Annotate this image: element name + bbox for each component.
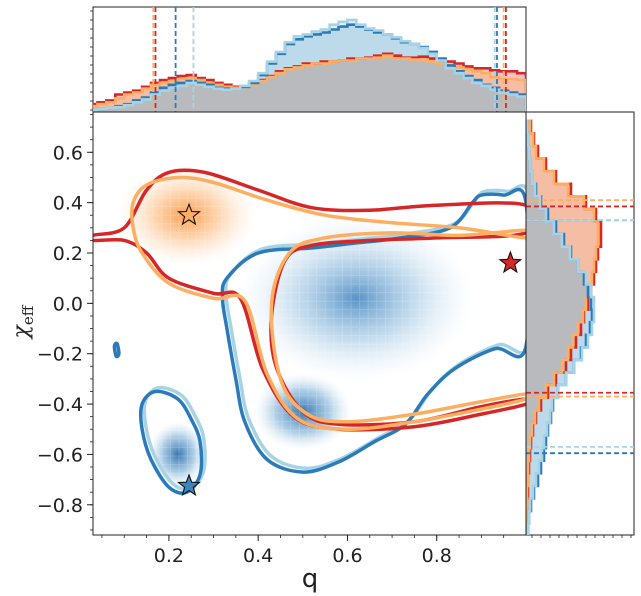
blue-contour-island-lightblue xyxy=(142,385,207,492)
right-marginal-area xyxy=(526,119,634,535)
y-axis-label-sub: eff xyxy=(19,304,37,325)
right-hist-orange xyxy=(526,119,600,535)
x-tick-label: 0.8 xyxy=(422,545,452,567)
top-hist-lightblue xyxy=(93,18,526,112)
blue-contour-island xyxy=(138,389,204,495)
joint-plot-area xyxy=(93,112,526,535)
minor-ticks xyxy=(90,10,632,538)
y-axis: 0.6 0.4 0.2 0.0 −0.2 −0.4 −0.6 −0.8 xyxy=(37,142,93,517)
y-tick-label: 0.2 xyxy=(53,243,83,265)
blue-density-main xyxy=(238,215,475,382)
x-axis-label: q xyxy=(302,564,319,594)
y-tick-label: 0.4 xyxy=(53,193,83,215)
y-tick-label: −0.2 xyxy=(37,344,83,366)
orange-star xyxy=(177,202,201,226)
red-star xyxy=(498,250,523,274)
top-hist-fill-red xyxy=(93,53,526,112)
svg-text:χeff: χeff xyxy=(9,304,37,340)
y-tick-label: −0.8 xyxy=(37,495,83,517)
markers xyxy=(176,202,523,497)
top-marginal-frame xyxy=(92,6,527,113)
x-axis: 0.2 0.4 0.6 0.8 xyxy=(154,535,452,567)
y-axis-label-main: χ xyxy=(9,323,34,340)
x-tick-label: 0.6 xyxy=(332,545,362,567)
x-tick-label: 0.4 xyxy=(243,545,273,567)
right-hist-lightblue xyxy=(526,119,596,535)
y-tick-label: 0.0 xyxy=(53,293,83,315)
main-frame xyxy=(92,111,527,536)
right-hist-fill-darkblue xyxy=(526,120,592,535)
right-hist-fill-orange xyxy=(526,120,598,535)
top-hist-fill-orange xyxy=(93,55,526,112)
blue-star xyxy=(176,473,201,497)
y-tick-label: −0.4 xyxy=(37,394,83,416)
blue-contour-tiny xyxy=(112,341,121,359)
y-axis-label: χeff xyxy=(9,304,37,340)
y-tick-label: 0.6 xyxy=(53,142,83,164)
x-tick-label: 0.2 xyxy=(154,545,184,567)
y-tick-label: −0.6 xyxy=(37,444,83,466)
right-hist-fill-lightblue xyxy=(526,120,594,535)
orange-contour xyxy=(130,175,526,431)
top-marginal-area xyxy=(93,7,526,112)
right-hist-fill-red xyxy=(526,120,601,535)
